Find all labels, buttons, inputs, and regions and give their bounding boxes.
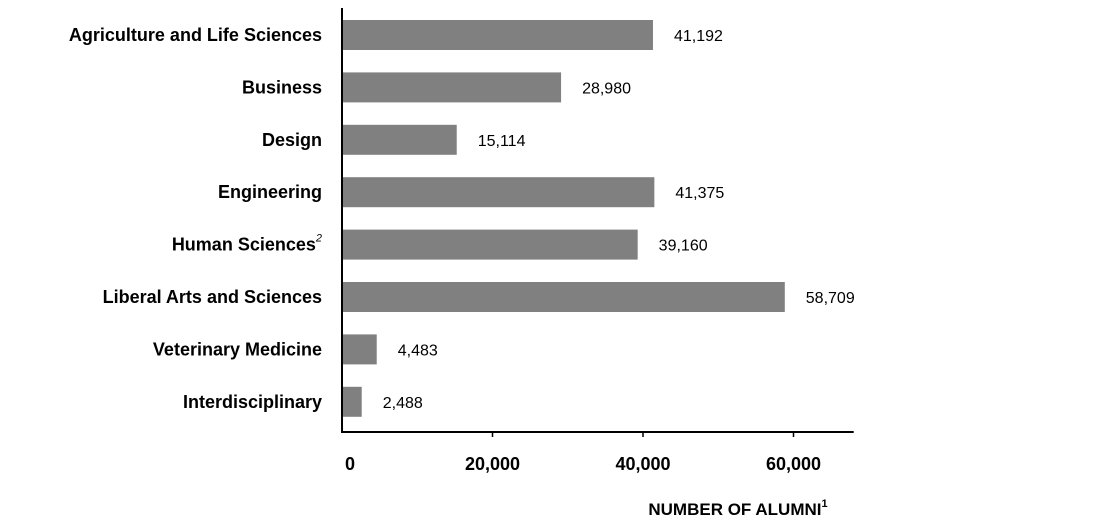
bars-layer [343, 20, 785, 417]
bar-interdisciplinary [343, 386, 362, 417]
category-label-human-sciences: Human Sciences2 [172, 233, 322, 255]
x-tick-label-0: 0 [345, 454, 355, 474]
value-label-agriculture-and-life-sciences: 41,192 [674, 28, 723, 45]
bar-liberal-arts-and-sciences [343, 282, 785, 312]
x-axis-title-text: NUMBER OF ALUMNI [648, 500, 821, 519]
value-label-veterinary-medicine: 4,483 [398, 342, 438, 359]
x-axis-title: NUMBER OF ALUMNI1 [648, 498, 827, 519]
bar-design [343, 124, 457, 155]
bar-engineering [343, 177, 655, 208]
category-label-veterinary-medicine: Veterinary Medicine [153, 339, 322, 359]
bar-veterinary-medicine [343, 334, 377, 365]
x-tick-label-20000: 20,000 [465, 454, 520, 474]
value-label-human-sciences: 39,160 [659, 238, 708, 255]
value-label-business: 28,980 [582, 80, 631, 97]
x-tick-label-40000: 40,000 [615, 454, 670, 474]
value-label-design: 15,114 [478, 133, 526, 150]
category-label-liberal-arts-and-sciences: Liberal Arts and Sciences [103, 287, 322, 307]
category-label-design: Design [262, 130, 322, 150]
bar-business [343, 72, 562, 103]
category-label-business: Business [242, 77, 322, 97]
x-axis-title-footnote: 1 [822, 498, 828, 510]
value-label-liberal-arts-and-sciences: 58,709 [806, 290, 855, 307]
category-footnote-human-sciences: 2 [315, 233, 322, 245]
axes-layer: 0 20,000 40,000 60,000 [341, 8, 854, 474]
bar-agriculture-and-life-sciences [343, 20, 653, 50]
category-label-interdisciplinary: Interdisciplinary [183, 392, 322, 412]
category-label-agriculture-and-life-sciences: Agriculture and Life Sciences [69, 25, 322, 45]
bar-human-sciences [343, 229, 638, 260]
value-label-interdisciplinary: 2,488 [383, 395, 423, 412]
value-label-engineering: 41,375 [675, 185, 724, 202]
x-tick-label-60000: 60,000 [766, 454, 821, 474]
category-label-engineering: Engineering [218, 182, 322, 202]
labels-layer: 41,192 Agriculture and Life Sciences 28,98… [69, 25, 855, 412]
